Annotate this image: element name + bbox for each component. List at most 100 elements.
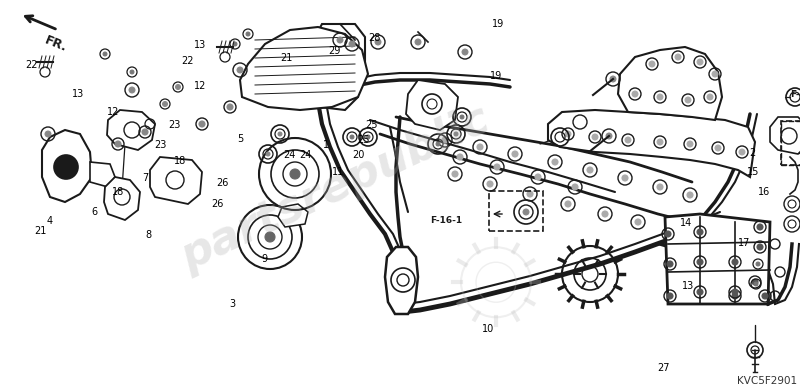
Circle shape [523,209,529,215]
Circle shape [635,219,641,225]
Text: partsrepublic: partsrepublic [174,98,498,279]
Circle shape [685,97,691,103]
Polygon shape [278,204,308,227]
Polygon shape [104,177,140,220]
Circle shape [665,231,671,237]
Text: 24: 24 [299,150,312,160]
Circle shape [237,67,243,73]
Circle shape [278,132,282,136]
Text: 12: 12 [107,107,120,117]
Text: 26: 26 [216,178,229,189]
Text: 11: 11 [331,167,344,178]
Text: 8: 8 [145,230,151,240]
Circle shape [756,262,760,266]
Circle shape [366,135,370,139]
Circle shape [415,39,421,45]
Circle shape [227,104,233,110]
Text: 15: 15 [747,167,760,178]
Polygon shape [90,162,115,187]
Circle shape [199,121,205,127]
Circle shape [712,71,718,77]
Circle shape [697,59,703,65]
Circle shape [350,135,354,139]
Circle shape [45,131,51,137]
Circle shape [754,282,758,286]
Text: F-16-1: F-16-1 [430,216,462,225]
Text: 24: 24 [283,150,296,160]
Text: 7: 7 [142,173,149,183]
Circle shape [649,61,655,67]
Circle shape [657,139,663,145]
Circle shape [552,159,558,165]
Circle shape [175,85,181,89]
Text: KVC5F2901: KVC5F2901 [737,376,797,386]
Polygon shape [42,130,92,202]
Circle shape [715,145,721,151]
Text: 23: 23 [168,120,181,130]
Circle shape [487,181,493,187]
Text: 28: 28 [368,33,381,44]
Polygon shape [310,64,358,110]
Circle shape [457,154,463,160]
Circle shape [290,169,300,179]
Circle shape [707,94,713,100]
Text: 14: 14 [680,218,693,229]
Polygon shape [548,110,755,177]
Text: 22: 22 [26,60,38,70]
Text: 13: 13 [194,40,206,50]
Circle shape [442,137,448,143]
Polygon shape [240,27,368,110]
Circle shape [337,37,343,43]
Circle shape [587,167,593,173]
Text: 4: 4 [46,216,53,227]
Circle shape [266,152,270,156]
Text: 23: 23 [154,140,166,150]
Polygon shape [406,80,458,130]
Circle shape [477,144,483,150]
Text: 1: 1 [323,140,330,150]
Text: 2: 2 [749,148,755,158]
Circle shape [592,134,598,140]
Circle shape [494,164,500,170]
Circle shape [732,259,738,265]
Text: 6: 6 [91,207,98,217]
Circle shape [233,42,237,46]
Circle shape [667,293,673,299]
Circle shape [625,137,631,143]
Text: F-16-1: F-16-1 [790,90,800,99]
Text: 16: 16 [758,187,770,197]
Circle shape [622,175,628,181]
Circle shape [657,184,663,190]
Circle shape [602,211,608,217]
Circle shape [565,201,571,207]
Circle shape [115,141,121,147]
Circle shape [762,293,768,299]
Circle shape [349,41,355,47]
Text: 29: 29 [328,46,341,56]
Circle shape [757,224,763,230]
Circle shape [606,133,612,139]
Text: 17: 17 [738,238,750,248]
Text: 21: 21 [34,226,46,236]
Text: 3: 3 [229,299,235,309]
Text: 13: 13 [72,89,85,99]
Circle shape [129,87,135,93]
Circle shape [54,155,78,179]
Text: 26: 26 [211,199,224,209]
Circle shape [462,49,468,55]
Text: 18: 18 [112,187,125,197]
Text: 12: 12 [194,81,206,91]
Text: 18: 18 [174,156,186,166]
Circle shape [460,115,464,119]
Circle shape [632,91,638,97]
Polygon shape [315,24,365,74]
Text: 21: 21 [280,53,293,63]
Text: 22: 22 [182,56,194,66]
Text: 9: 9 [261,254,267,264]
Text: 10: 10 [482,324,494,334]
Polygon shape [107,110,155,150]
Circle shape [142,129,148,135]
Circle shape [527,191,533,197]
Polygon shape [618,47,722,120]
Circle shape [265,232,275,242]
